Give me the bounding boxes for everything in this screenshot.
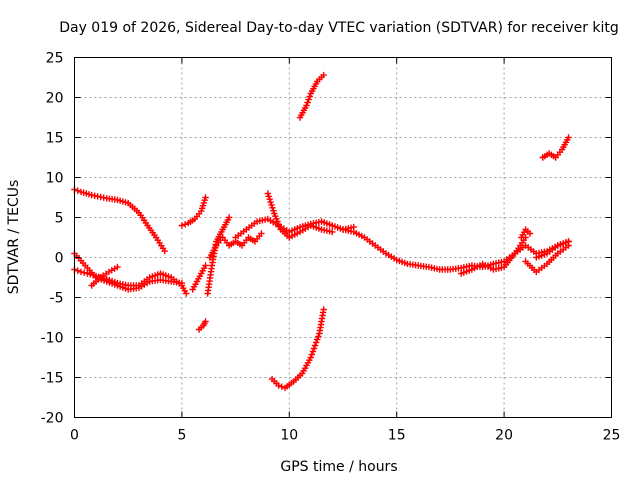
data-point xyxy=(264,190,272,197)
y-axis-label: SDTVAR / TECUs xyxy=(6,180,22,295)
y-tick-label: -15 xyxy=(41,371,64,387)
y-tick-label: -10 xyxy=(41,331,64,347)
data-point xyxy=(311,342,319,349)
series-arc-5 xyxy=(178,194,209,229)
series-arc-7 xyxy=(195,318,209,333)
data-point xyxy=(202,262,209,269)
data-point xyxy=(314,336,321,343)
data-marks xyxy=(71,71,572,392)
data-point xyxy=(74,187,81,194)
y-tick-label: 0 xyxy=(55,251,64,267)
chart-title: Day 019 of 2026, Sidereal Day-to-day VTE… xyxy=(59,20,619,36)
x-tick-label: 15 xyxy=(388,428,406,444)
y-tick-label: 10 xyxy=(46,171,64,187)
data-point xyxy=(303,102,310,109)
series-arc-19 xyxy=(539,134,572,161)
series-arc-18 xyxy=(268,306,327,392)
data-point xyxy=(308,351,316,358)
data-point xyxy=(266,196,273,203)
grid xyxy=(74,57,612,418)
series-arc-9 xyxy=(206,230,265,261)
x-tick-label: 0 xyxy=(70,428,79,444)
data-point xyxy=(565,238,572,245)
x-tick-label: 20 xyxy=(495,428,513,444)
data-point xyxy=(178,279,186,287)
data-point xyxy=(304,99,311,106)
x-tick-label: 10 xyxy=(280,428,298,444)
data-point xyxy=(181,221,189,228)
data-point xyxy=(307,354,314,361)
data-point xyxy=(309,348,317,355)
data-point xyxy=(74,267,81,274)
y-tick-label: 20 xyxy=(46,91,64,107)
data-point xyxy=(278,383,285,390)
data-point xyxy=(202,194,209,201)
data-point xyxy=(269,204,276,211)
data-point xyxy=(320,306,327,313)
series-arc-3 xyxy=(71,250,186,293)
data-point xyxy=(182,290,190,297)
data-point xyxy=(258,230,265,237)
y-tick-label: 15 xyxy=(46,131,64,147)
data-point xyxy=(77,268,85,276)
data-point xyxy=(526,230,534,237)
series-arc-11 xyxy=(264,190,336,241)
data-point xyxy=(225,214,233,221)
x-tick-label: 25 xyxy=(603,428,621,444)
y-tick-label: 5 xyxy=(55,211,64,227)
data-point xyxy=(161,247,168,255)
data-point xyxy=(310,345,318,352)
data-point xyxy=(312,339,320,346)
data-point xyxy=(268,201,275,209)
data-point xyxy=(565,134,572,141)
series-arc-6 xyxy=(189,262,209,293)
x-axis-label: GPS time / hours xyxy=(280,459,397,475)
data-point xyxy=(267,198,274,206)
data-point xyxy=(306,93,313,100)
data-point xyxy=(178,222,186,229)
data-point xyxy=(265,193,272,200)
series-arc-4 xyxy=(88,263,121,289)
series-arc-16 xyxy=(533,238,572,261)
y-tick-label: -5 xyxy=(50,291,64,307)
x-tick-label: 5 xyxy=(177,428,186,444)
data-point xyxy=(114,263,121,271)
plot-border xyxy=(74,57,612,418)
axis-ticks: 0 5 10 15 20 25 -20 -15 -10 -5 0 5 10 15 20 25 xyxy=(41,51,621,444)
y-tick-label: -20 xyxy=(41,411,64,427)
data-point xyxy=(275,382,282,389)
y-tick-label: 25 xyxy=(46,51,64,67)
data-point xyxy=(329,228,336,236)
series-arc-14 xyxy=(518,226,534,241)
series-arc-13 xyxy=(457,234,529,277)
data-point xyxy=(320,71,327,79)
data-point xyxy=(80,269,88,276)
series-arc-15 xyxy=(522,242,572,276)
data-point xyxy=(202,318,209,325)
series-arc-17 xyxy=(296,71,327,121)
data-point xyxy=(305,96,312,103)
data-point xyxy=(270,207,277,214)
data-point xyxy=(315,333,322,340)
